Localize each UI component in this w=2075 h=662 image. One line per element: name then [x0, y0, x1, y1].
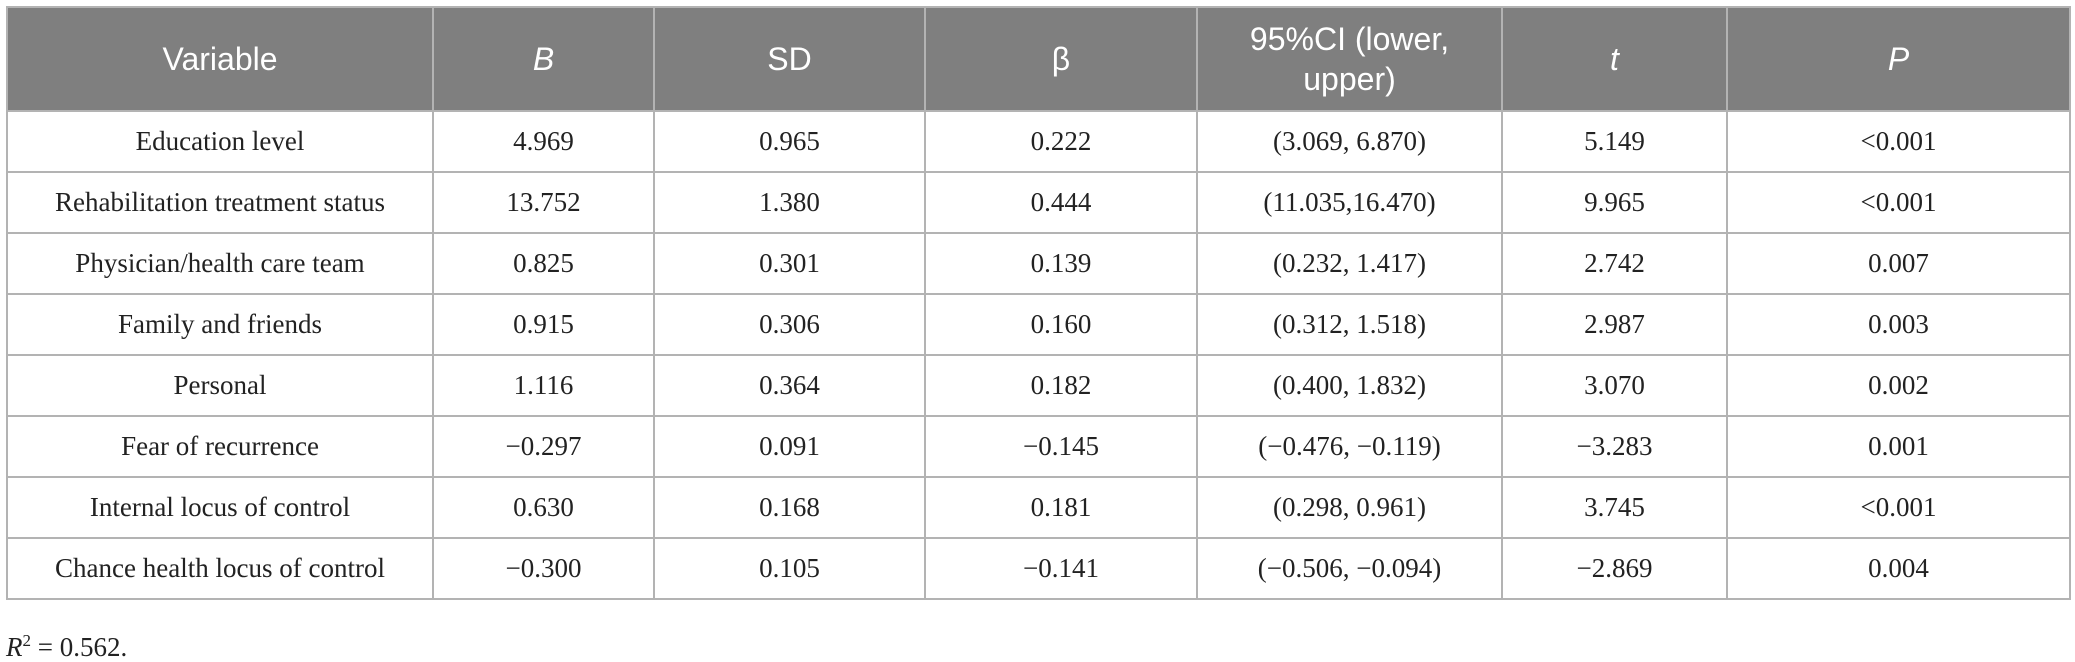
- table-cell-ci: (3.069, 6.870): [1196, 110, 1503, 173]
- column-header-p: P: [1726, 6, 2071, 112]
- table-cell-p: <0.001: [1726, 476, 2071, 539]
- column-header-variable: Variable: [6, 6, 434, 112]
- column-header-ci: 95%CI (lower, upper): [1196, 6, 1503, 112]
- table-cell-variable: Fear of recurrence: [6, 415, 434, 478]
- table-cell-b: −0.297: [432, 415, 655, 478]
- table-cell-p: <0.001: [1726, 171, 2071, 234]
- r-squared-value: = 0.562.: [31, 632, 128, 662]
- r-squared-exponent: 2: [22, 631, 32, 650]
- table-cell-beta: 0.222: [924, 110, 1198, 173]
- table-cell-t: −2.869: [1501, 537, 1728, 600]
- table-row: Internal locus of control 0.630 0.168 0.181…: [6, 476, 2071, 539]
- table-header: Variable B SD β 95%CI (lower, upper) t P: [6, 6, 2071, 112]
- table-cell-p: <0.001: [1726, 110, 2071, 173]
- table-cell-sd: 0.965: [653, 110, 926, 173]
- table-row: Family and friends 0.915 0.306 0.160 (0.312,…: [6, 293, 2071, 356]
- column-header-sd: SD: [653, 6, 926, 112]
- table-cell-beta: 0.444: [924, 171, 1198, 234]
- table-cell-b: −0.300: [432, 537, 655, 600]
- table-cell-variable: Chance health locus of control: [6, 537, 434, 600]
- column-header-beta: β: [924, 6, 1198, 112]
- table-cell-sd: 0.306: [653, 293, 926, 356]
- table-cell-variable: Family and friends: [6, 293, 434, 356]
- table-cell-variable: Physician/health care team: [6, 232, 434, 295]
- table-cell-t: 3.070: [1501, 354, 1728, 417]
- table-cell-b: 4.969: [432, 110, 655, 173]
- table-cell-p: 0.001: [1726, 415, 2071, 478]
- table-body: Education level 4.969 0.965 0.222 (3.069, 6.…: [6, 110, 2071, 600]
- table-cell-b: 13.752: [432, 171, 655, 234]
- table-cell-b: 0.630: [432, 476, 655, 539]
- table-cell-p: 0.004: [1726, 537, 2071, 600]
- table-cell-ci: (0.232, 1.417): [1196, 232, 1503, 295]
- table-cell-ci: (0.312, 1.518): [1196, 293, 1503, 356]
- table-cell-sd: 0.301: [653, 232, 926, 295]
- table-cell-t: −3.283: [1501, 415, 1728, 478]
- table-cell-t: 5.149: [1501, 110, 1728, 173]
- table-cell-beta: 0.181: [924, 476, 1198, 539]
- table-row: Education level 4.969 0.965 0.222 (3.069, 6.…: [6, 110, 2071, 173]
- table-cell-beta: −0.141: [924, 537, 1198, 600]
- table-row: Personal 1.116 0.364 0.182 (0.400, 1.832) 3.0…: [6, 354, 2071, 417]
- table-cell-b: 0.915: [432, 293, 655, 356]
- r-squared-symbol: R: [6, 632, 23, 662]
- table-cell-t: 3.745: [1501, 476, 1728, 539]
- table-cell-beta: 0.182: [924, 354, 1198, 417]
- regression-table: Variable B SD β 95%CI (lower, upper) t P Educa…: [6, 6, 2071, 600]
- table-cell-ci: (11.035,16.470): [1196, 171, 1503, 234]
- table-cell-variable: Internal locus of control: [6, 476, 434, 539]
- table-cell-t: 2.987: [1501, 293, 1728, 356]
- table-cell-sd: 0.364: [653, 354, 926, 417]
- table-cell-variable: Personal: [6, 354, 434, 417]
- table-cell-ci: (0.298, 0.961): [1196, 476, 1503, 539]
- table-row: Physician/health care team 0.825 0.301 0.13…: [6, 232, 2071, 295]
- table-row: Fear of recurrence −0.297 0.091 −0.145 (−0.4…: [6, 415, 2071, 478]
- table-cell-p: 0.002: [1726, 354, 2071, 417]
- regression-table-container: Variable B SD β 95%CI (lower, upper) t P Educa…: [6, 6, 2071, 600]
- table-cell-b: 1.116: [432, 354, 655, 417]
- table-cell-beta: 0.139: [924, 232, 1198, 295]
- table-cell-variable: Rehabilitation treatment status: [6, 171, 434, 234]
- table-row: Rehabilitation treatment status 13.752 1.3…: [6, 171, 2071, 234]
- table-cell-variable: Education level: [6, 110, 434, 173]
- table-row: Chance health locus of control −0.300 0.10…: [6, 537, 2071, 600]
- table-footnote: R2 = 0.562.: [6, 626, 127, 662]
- table-cell-sd: 0.091: [653, 415, 926, 478]
- table-cell-p: 0.003: [1726, 293, 2071, 356]
- table-cell-t: 9.965: [1501, 171, 1728, 234]
- table-cell-beta: −0.145: [924, 415, 1198, 478]
- table-cell-beta: 0.160: [924, 293, 1198, 356]
- table-cell-ci: (0.400, 1.832): [1196, 354, 1503, 417]
- table-cell-p: 0.007: [1726, 232, 2071, 295]
- table-cell-b: 0.825: [432, 232, 655, 295]
- table-cell-ci: (−0.506, −0.094): [1196, 537, 1503, 600]
- column-header-b: B: [432, 6, 655, 112]
- table-cell-sd: 1.380: [653, 171, 926, 234]
- table-cell-sd: 0.168: [653, 476, 926, 539]
- table-cell-ci: (−0.476, −0.119): [1196, 415, 1503, 478]
- header-row: Variable B SD β 95%CI (lower, upper) t P: [6, 6, 2071, 112]
- table-cell-sd: 0.105: [653, 537, 926, 600]
- column-header-t: t: [1501, 6, 1728, 112]
- table-cell-t: 2.742: [1501, 232, 1728, 295]
